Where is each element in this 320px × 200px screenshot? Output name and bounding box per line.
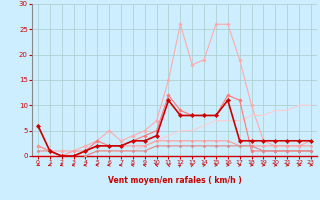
X-axis label: Vent moyen/en rafales ( km/h ): Vent moyen/en rafales ( km/h ) <box>108 176 241 185</box>
